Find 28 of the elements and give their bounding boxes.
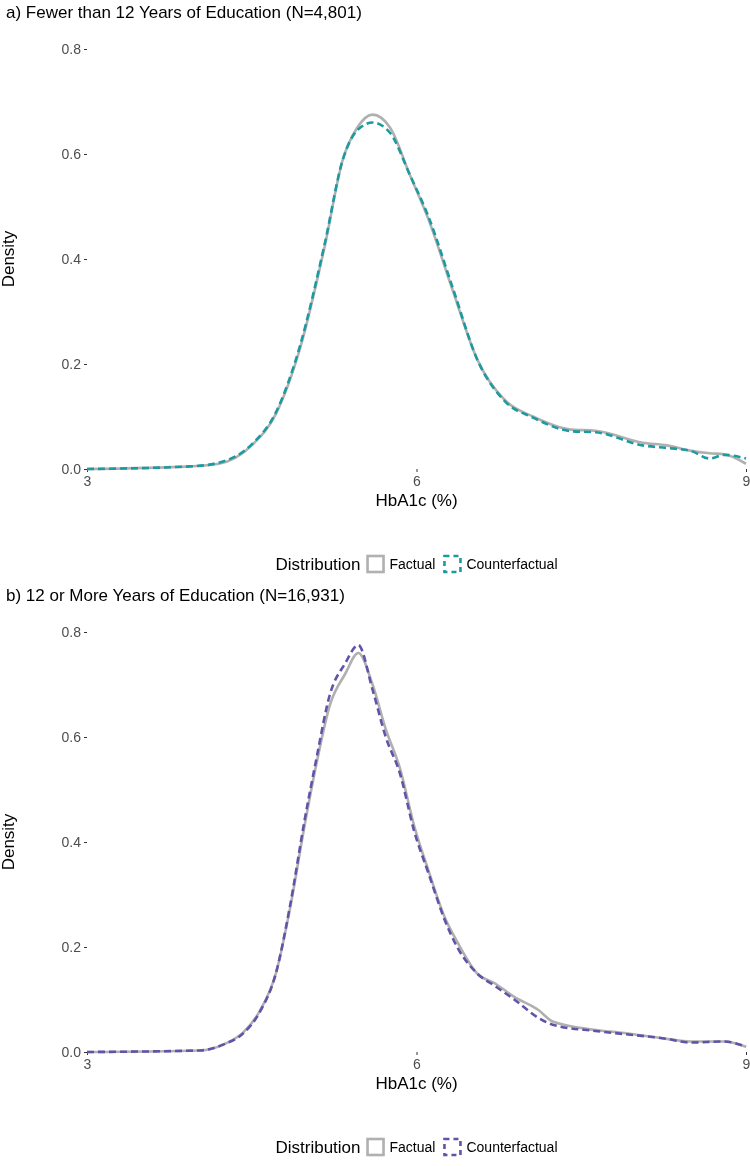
y-tick-label: 0.2 [61,355,82,372]
legend-label: Factual [389,555,436,572]
x-tick-label: 6 [413,1055,422,1072]
legend-title: Distribution [275,554,361,574]
y-tick-label: 0.0 [61,1043,82,1060]
y-tick-label: 0.4 [61,833,82,850]
x-tick-label: 9 [742,472,750,489]
y-tick-label: 0.6 [61,145,82,162]
legend-label: Counterfactual [466,1138,558,1155]
y-tick-label: 0.8 [61,40,82,57]
x-tick-label: 6 [413,472,422,489]
y-tick-label: 0.2 [61,938,82,955]
x-tick-label: 3 [83,472,92,489]
legend-label: Factual [389,1138,436,1155]
y-tick-label: 0.8 [61,623,82,640]
chart-title: a) Fewer than 12 Years of Education (N=4,801) [6,3,362,22]
x-tick-label: 3 [83,1055,92,1072]
x-tick-label: 9 [742,1055,750,1072]
x-axis-title: HbA1c (%) [375,1074,458,1093]
y-tick-label: 0.4 [61,250,82,267]
y-axis-title: Density [0,230,18,288]
y-tick-label: 0.0 [61,460,82,477]
y-tick-label: 0.6 [61,728,82,745]
legend-label: Counterfactual [466,555,558,572]
chart-title: b) 12 or More Years of Education (N=16,931) [6,586,345,605]
legend-title: Distribution [275,1137,361,1157]
x-axis-title: HbA1c (%) [375,491,458,510]
y-axis-title: Density [0,813,18,871]
